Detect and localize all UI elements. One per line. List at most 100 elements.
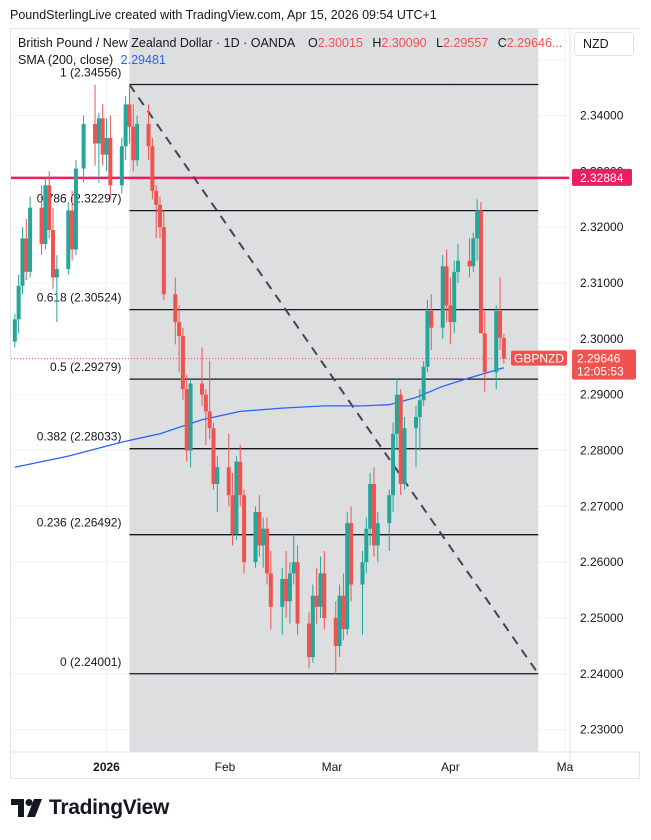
candle-body	[475, 210, 480, 239]
candle-body	[47, 185, 52, 230]
candle-body	[264, 528, 269, 574]
candle-body	[184, 389, 189, 451]
attribution-text: PoundSterlingLive created with TradingVi…	[10, 8, 437, 22]
legend-ohlc: British Pound / New Zealand Dollar · 1D …	[18, 36, 568, 50]
tradingview-logo[interactable]: TradingView	[11, 796, 169, 820]
candle-body	[257, 511, 262, 546]
candle-body	[498, 310, 503, 338]
fib-level-label: 0 (2.24001)	[60, 655, 121, 669]
candle-body	[158, 204, 163, 228]
candle-body	[349, 523, 354, 585]
candle-body	[421, 366, 426, 401]
candle-body	[100, 118, 105, 155]
candle-body	[310, 595, 315, 658]
x-tick-label: 2026	[93, 760, 120, 774]
candle-body	[54, 269, 59, 278]
candle-body	[234, 461, 239, 535]
legend-low-value: 2.29557	[443, 36, 489, 50]
candle-body	[314, 595, 319, 607]
x-tick-label: Apr	[441, 760, 460, 774]
legend-low-label: L	[436, 36, 444, 50]
candle-body	[482, 333, 487, 373]
candle-body	[39, 207, 44, 244]
legend-sma-label: SMA (200, close)	[18, 53, 114, 67]
legend-open-label: O	[307, 36, 318, 50]
candle-body	[230, 495, 235, 535]
resistance-label: 2.32884	[580, 171, 624, 185]
candle-body	[337, 595, 342, 646]
candle-body	[20, 238, 25, 286]
price-tag-box	[572, 349, 636, 380]
y-tick-label: 2.30000	[580, 332, 624, 346]
candle-body	[28, 207, 33, 272]
resistance-label-box	[572, 168, 632, 186]
y-tick-label: 2.31000	[580, 276, 624, 290]
y-tick-label: 2.25000	[580, 611, 624, 625]
candle-body	[104, 137, 109, 155]
candle-body	[341, 595, 346, 630]
candle-body	[452, 271, 457, 323]
candle-body	[211, 428, 216, 485]
candle-body	[307, 623, 312, 658]
candle-body	[333, 618, 338, 646]
y-tick-label: 2.24000	[580, 667, 624, 681]
candle-body	[131, 126, 136, 161]
candle-body	[322, 573, 327, 619]
candle-body	[280, 578, 285, 607]
candle-body	[368, 484, 373, 529]
candle-body	[43, 185, 48, 244]
candle-body	[123, 104, 128, 147]
legend-high-value: 2.30090	[381, 36, 427, 50]
candle-body	[360, 562, 365, 585]
candle-body	[177, 322, 182, 337]
fib-level-label: 0.5 (2.29279)	[50, 360, 121, 374]
candle-body	[425, 310, 430, 367]
x-tick-label: Feb	[215, 760, 236, 774]
tradingview-logo-icon	[11, 799, 42, 817]
candle-body	[238, 461, 243, 496]
tradingview-logo-text: TradingView	[49, 796, 170, 819]
candle-body	[501, 338, 506, 359]
candle-body	[494, 310, 499, 373]
candle-body	[161, 227, 166, 295]
candle-body	[417, 400, 422, 418]
candle-body	[291, 562, 296, 574]
candle-body	[429, 310, 434, 328]
price-tag-value: 2.29646	[577, 352, 621, 366]
symbol-tag-label: GBPNZD	[514, 352, 564, 366]
candle-body	[146, 123, 151, 147]
candle-body	[448, 305, 453, 323]
candle-body	[127, 104, 132, 127]
candle-body	[108, 137, 113, 186]
candle-body	[444, 266, 449, 306]
candle-body	[173, 294, 178, 323]
currency-selector[interactable]: NZD	[574, 32, 634, 56]
y-tick-label: 2.34000	[580, 109, 624, 123]
candle-body	[154, 190, 159, 205]
fib-level-label: 0.618 (2.30524)	[37, 291, 122, 305]
candle-body	[287, 573, 292, 602]
candle-body	[413, 417, 418, 429]
candle-body	[467, 260, 472, 267]
candle-body	[119, 146, 124, 186]
candle-body	[456, 260, 461, 272]
candle-body	[73, 168, 78, 250]
candle-body	[81, 123, 86, 169]
candle-body	[215, 467, 220, 485]
candle-body	[180, 336, 185, 390]
candle-body	[203, 394, 208, 412]
candle-body	[253, 511, 258, 563]
candle-body	[51, 229, 56, 278]
candle-body	[391, 433, 396, 496]
candle-body	[318, 573, 323, 607]
fib-level-label: 0.786 (2.32297)	[37, 192, 122, 206]
x-tick-label: Mar	[322, 760, 343, 774]
candle-body	[268, 573, 273, 607]
candle-body	[24, 238, 29, 272]
candle-body	[284, 578, 289, 602]
legend-sma-value: 2.29481	[120, 53, 166, 67]
candle-body	[387, 495, 392, 524]
legend-symbol: British Pound / New Zealand Dollar · 1D …	[18, 36, 295, 50]
candle-body	[261, 528, 266, 546]
